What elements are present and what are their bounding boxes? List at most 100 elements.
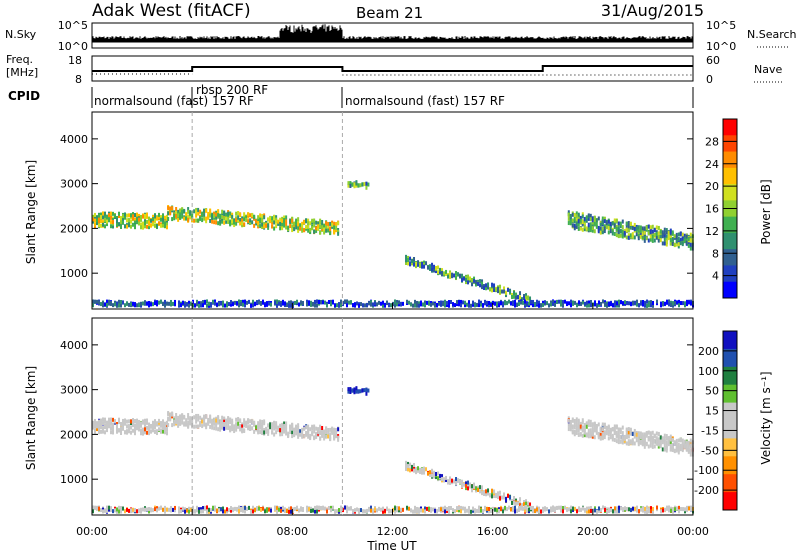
power-cell — [685, 240, 688, 245]
power-cell — [669, 228, 672, 233]
velocity-cell — [668, 508, 670, 513]
power-cell — [146, 301, 148, 306]
power-cell — [609, 229, 612, 234]
velocity-cell — [283, 421, 286, 426]
velocity-cell — [158, 506, 160, 511]
power-cell — [615, 226, 618, 231]
power-cell — [598, 300, 600, 305]
velocity-cell — [640, 507, 642, 512]
power-cell — [108, 299, 110, 304]
power-cell — [491, 288, 494, 293]
power-cell — [497, 286, 500, 291]
velocity-cell — [491, 488, 494, 493]
nsky-tick-top: 10^5 — [58, 19, 88, 32]
power-cell — [487, 282, 490, 287]
power-cell — [178, 303, 180, 308]
power-cell — [209, 213, 212, 218]
power-cell — [603, 226, 606, 231]
velocity-cell — [419, 470, 422, 475]
power-cell — [668, 302, 670, 307]
power-cell — [356, 301, 358, 306]
velocity-cell — [102, 426, 104, 431]
power-cell — [519, 291, 522, 296]
power-cell — [484, 301, 486, 306]
velocity-cell — [348, 506, 350, 511]
velocity-cell — [235, 424, 238, 429]
power-cell — [591, 222, 594, 227]
velocity-cell — [130, 508, 132, 513]
velocity-cell — [293, 433, 296, 438]
velocity-cell — [284, 507, 286, 512]
power-cell — [132, 212, 134, 217]
velocity-cell — [303, 434, 306, 439]
velocity-cell — [461, 481, 464, 486]
power-cell — [633, 222, 636, 227]
power-cell — [647, 224, 650, 229]
velocity-cell — [335, 428, 338, 433]
velocity-cell — [477, 487, 480, 492]
velocity-cell — [262, 506, 264, 511]
power-cell — [681, 242, 684, 247]
velocity-cell — [307, 427, 310, 432]
velocity-cell — [633, 428, 636, 433]
velocity-cell — [216, 508, 218, 513]
velocity-cell — [338, 508, 340, 513]
velocity-cell — [661, 436, 664, 441]
velocity-cell — [140, 431, 142, 436]
velocity-cell — [116, 507, 118, 512]
power-cell — [283, 215, 286, 220]
power-cell — [478, 303, 480, 308]
power-cell — [275, 217, 278, 222]
power-cell — [447, 274, 450, 279]
velocity-cell — [673, 448, 676, 453]
velocity-cell — [629, 431, 632, 436]
power-cell — [130, 213, 132, 218]
velocity-cell — [651, 441, 654, 446]
power-cell — [118, 303, 120, 308]
power-cell — [509, 289, 512, 294]
power-cell — [252, 303, 254, 308]
power-cell — [627, 235, 630, 240]
power-cell — [400, 301, 402, 306]
velocity-cell — [469, 482, 472, 487]
power-cell — [574, 300, 576, 305]
velocity-cell — [138, 419, 140, 424]
velocity-cell — [295, 426, 298, 431]
power-cell — [583, 217, 586, 222]
colorbar-tick-label: 12 — [705, 225, 719, 238]
power-cell — [456, 300, 458, 305]
velocity-cell — [162, 429, 164, 434]
velocity-cell — [464, 506, 466, 511]
velocity-cell — [505, 496, 508, 501]
velocity-cell — [349, 387, 352, 392]
velocity-cell — [229, 420, 232, 425]
velocity-cell — [134, 426, 136, 431]
velocity-cell — [525, 504, 528, 509]
power-cell — [130, 219, 132, 224]
velocity-cell — [270, 508, 272, 513]
velocity-cell — [237, 417, 240, 422]
velocity-cell — [326, 509, 328, 514]
velocity-cell — [469, 484, 472, 489]
power-cell — [583, 224, 586, 229]
power-cell — [333, 221, 336, 226]
velocity-cell — [309, 433, 312, 438]
velocity-cell — [288, 506, 290, 511]
velocity-cell — [376, 508, 378, 513]
velocity-cell — [482, 509, 484, 514]
velocity-cell — [682, 507, 684, 512]
power-cell — [306, 302, 308, 307]
velocity-cell — [471, 484, 474, 489]
velocity-cell — [162, 425, 164, 430]
velocity-cell — [431, 473, 434, 478]
velocity-cell — [583, 430, 586, 435]
velocity-cell — [363, 388, 366, 393]
power-cell — [299, 226, 302, 231]
velocity-cell — [225, 425, 228, 430]
power-cell — [181, 209, 184, 214]
power-cell — [134, 302, 136, 307]
velocity-cell — [173, 422, 176, 427]
power-cell — [114, 302, 116, 307]
power-cell — [346, 303, 348, 308]
